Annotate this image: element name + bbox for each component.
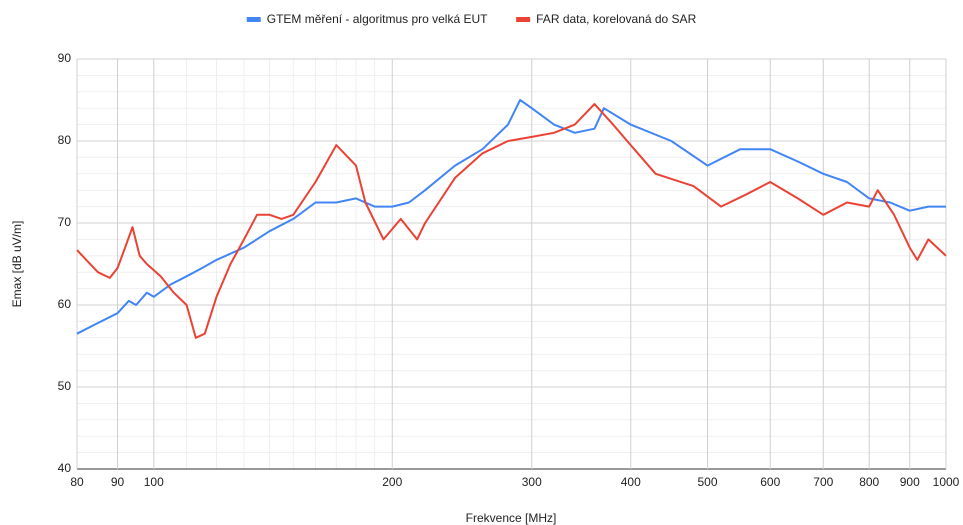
x-tick-label: 80 bbox=[70, 475, 84, 489]
y-tick-label: 80 bbox=[58, 133, 72, 147]
x-tick-label: 200 bbox=[382, 475, 402, 489]
x-tick-label: 1000 bbox=[933, 475, 960, 489]
y-tick-label: 60 bbox=[58, 297, 72, 311]
y-tick-label: 70 bbox=[58, 215, 72, 229]
legend-label: FAR data, korelovaná do SAR bbox=[536, 12, 696, 26]
y-tick-label: 40 bbox=[58, 461, 72, 475]
x-tick-label: 300 bbox=[522, 475, 542, 489]
x-tick-label: 900 bbox=[900, 475, 920, 489]
x-tick-label: 700 bbox=[813, 475, 833, 489]
y-axis-title: Emax [dB uV/m] bbox=[10, 221, 24, 308]
x-tick-label: 400 bbox=[621, 475, 641, 489]
legend-swatch bbox=[516, 17, 531, 22]
series-line bbox=[76, 99, 946, 335]
x-tick-label: 600 bbox=[760, 475, 780, 489]
legend-label: GTEM měření - algoritmus pro velká EUT bbox=[267, 12, 488, 26]
y-tick-label: 90 bbox=[58, 51, 72, 65]
series-line bbox=[76, 103, 947, 339]
x-tick-label: 90 bbox=[111, 475, 125, 489]
x-tick-label: 800 bbox=[859, 475, 879, 489]
y-tick-label: 50 bbox=[58, 379, 72, 393]
x-tick-label: 500 bbox=[698, 475, 718, 489]
x-tick-label: 100 bbox=[144, 475, 164, 489]
x-axis-title: Frekvence [MHz] bbox=[466, 511, 557, 525]
legend-swatch bbox=[246, 17, 261, 22]
